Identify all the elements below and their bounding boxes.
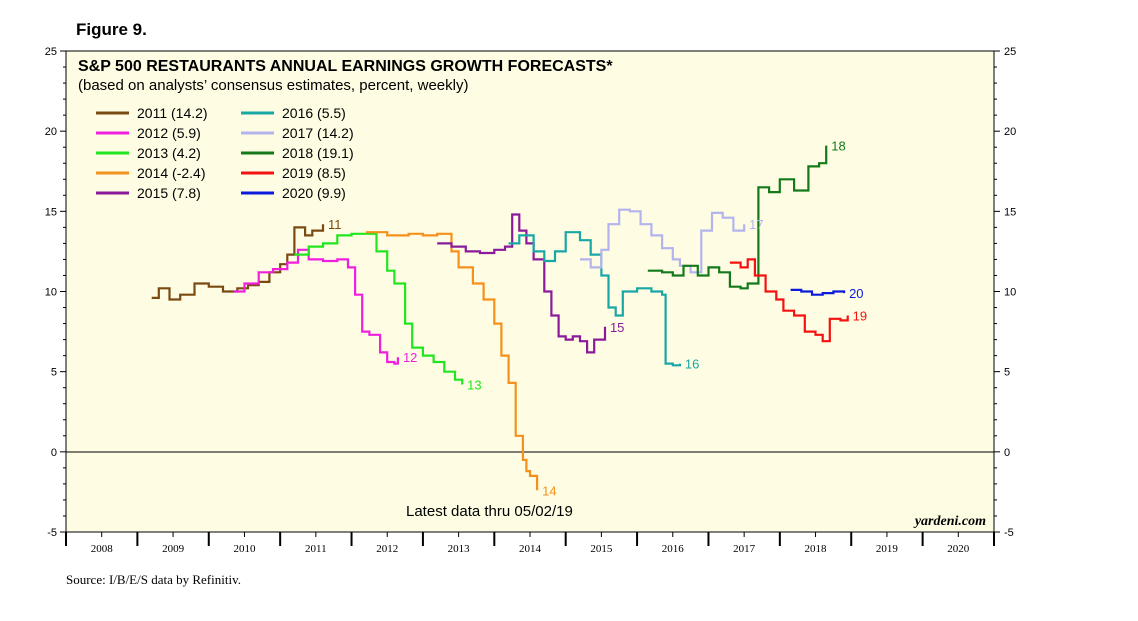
end-labels: 11 12 13 14 15 16 17 18 19 20 [328,139,867,499]
y-tick-label-left: 10 [45,287,57,299]
series-line-2018 [647,145,828,290]
x-tick-label: 2013 [448,543,471,555]
series-end-label-2020: 20 [849,286,863,301]
x-tick-label: 2016 [662,543,685,555]
series-end-label-2018: 18 [831,139,845,154]
legend-label-2014: 2014 (-2.4) [137,165,205,181]
legend-label-2016: 2016 (5.5) [282,105,346,121]
y-tick-label-left: 25 [45,46,57,58]
y-tick-label-right: 15 [1004,206,1016,218]
legend-label-2012: 2012 (5.9) [137,125,201,141]
legend-label-2013: 2013 (4.2) [137,145,201,161]
series-line-2011 [151,224,325,301]
chart-subtitle: (based on analysts’ consensus estimates,… [78,77,468,94]
x-tick-label: 2010 [233,543,256,555]
y-tick-label-right: 0 [1004,447,1010,459]
x-tick-label: 2019 [876,543,899,555]
series-end-label-2019: 19 [853,309,867,324]
y-tick-label-right: 5 [1004,367,1010,379]
series-end-label-2017: 17 [749,217,763,232]
x-tick-label: 2015 [590,543,613,555]
series-line-2013 [294,232,464,385]
series-line-2016 [508,231,681,367]
y-tick-label-left: 20 [45,126,57,138]
series-end-label-2014: 14 [542,483,556,498]
series-line-2020 [790,288,846,296]
x-tick-label: 2020 [947,543,970,555]
y-tick-label-right: 10 [1004,287,1016,299]
legend-label-2019: 2019 (8.5) [282,165,346,181]
series-end-label-2012: 12 [403,350,417,365]
series-end-label-2011: 11 [328,217,342,232]
yardeni-watermark: yardeni.com [913,514,986,529]
x-tick-label: 2018 [805,543,828,555]
y-tick-label-right: 20 [1004,126,1016,138]
y-tick-label-right: -5 [1004,527,1014,539]
legend-label-2018: 2018 (19.1) [282,145,354,161]
series-line-2019 [729,258,849,343]
series-line-2017 [580,208,746,274]
series-end-label-2016: 16 [685,357,699,372]
legend-label-2017: 2017 (14.2) [282,125,354,141]
legend-label-2011: 2011 (14.2) [137,105,208,121]
x-tick-label: 2008 [91,543,114,555]
series-end-label-2015: 15 [610,320,624,335]
figure-label: Figure 9. [76,20,147,39]
latest-data-annotation: Latest data thru 05/02/19 [406,503,573,520]
x-tick-label: 2012 [376,543,398,555]
x-tick-label: 2009 [162,543,185,555]
legend-label-2015: 2015 (7.8) [137,185,201,201]
y-tick-label-left: 0 [51,447,57,459]
series-end-label-2013: 13 [467,377,481,392]
series-line-2015 [437,213,607,354]
chart-title: S&P 500 RESTAURANTS ANNUAL EARNINGS GROW… [78,58,613,75]
source-note: Source: I/B/E/S data by Refinitiv. [66,572,241,587]
series-line-2014 [365,231,539,491]
legend: 2011 (14.2) 2012 (5.9) 2013 (4.2) 2014 (-2.… [96,105,354,201]
x-tick-label: 2014 [519,543,542,555]
x-tick-label: 2017 [733,543,756,555]
x-tick-label: 2011 [305,543,327,555]
y-tick-label-left: 15 [45,206,57,218]
y-tick-label-left: 5 [51,367,57,379]
y-tick-label-right: 25 [1004,46,1016,58]
series-line-2012 [233,248,399,365]
y-tick-label-left: -5 [47,527,57,539]
series-layer [151,145,849,491]
legend-label-2020: 2020 (9.9) [282,185,346,201]
